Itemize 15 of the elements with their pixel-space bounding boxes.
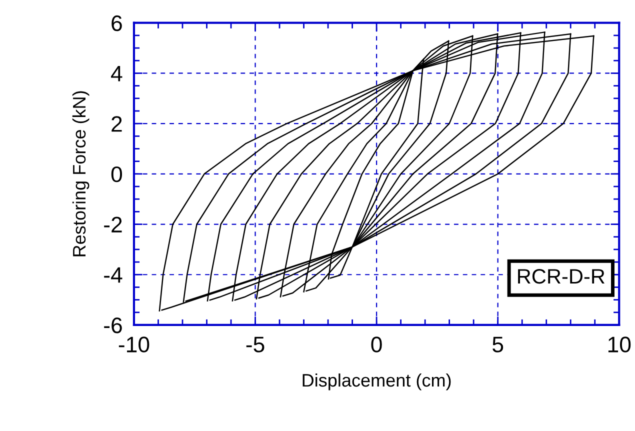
x-tick-label: 10 bbox=[608, 336, 631, 352]
x-tick-label: 5 bbox=[492, 336, 504, 352]
y-tick-label: 0 bbox=[111, 166, 122, 182]
x-axis-title: Displacement (cm) bbox=[302, 373, 451, 390]
annotation: RCR-D-R bbox=[518, 268, 604, 284]
x-tick-label: 0 bbox=[371, 336, 382, 352]
y-tick-label: 6 bbox=[112, 15, 122, 32]
y-tick-label: -6 bbox=[104, 318, 122, 334]
y-tick-label: -4 bbox=[104, 267, 122, 283]
y-tick-label: 2 bbox=[112, 116, 122, 132]
x-tick-label: -10 bbox=[118, 336, 150, 352]
x-tick-label: -5 bbox=[246, 336, 264, 352]
y-tick-label: -2 bbox=[104, 216, 122, 232]
y-axis-title: Restoring Force (kN) bbox=[72, 91, 90, 256]
y-tick-label: 4 bbox=[111, 66, 122, 82]
